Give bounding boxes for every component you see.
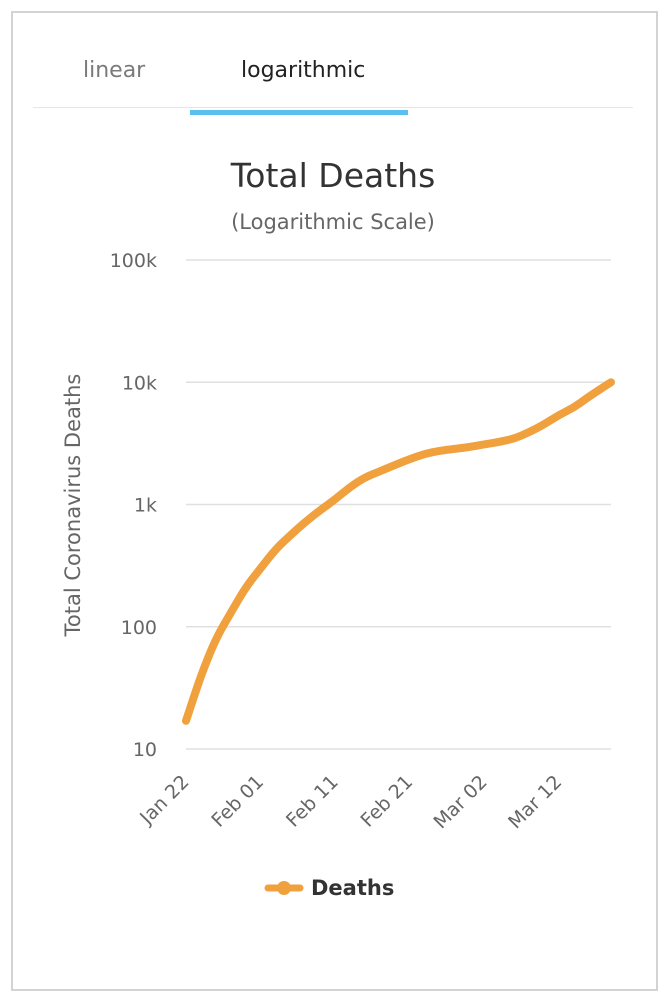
tab-linear[interactable]: linear [83,58,146,83]
x-tick-label: Feb 01 [207,771,268,832]
x-tick-label: Mar 02 [430,771,492,833]
legend-label-deaths: Deaths [311,876,394,900]
y-tick-label: 10k [122,372,157,394]
legend-marker-deaths [277,881,291,895]
y-axis-label: Total Coronavirus Deaths [61,374,85,638]
tab-logarithmic[interactable]: logarithmic [241,58,366,83]
legend[interactable]: Deaths [264,876,394,900]
x-tick-label: Feb 11 [282,771,343,832]
x-tick-label: Feb 21 [357,771,418,832]
chart-subtitle: (Logarithmic Scale) [231,210,435,234]
tabs-divider [33,107,633,108]
y-tick-label: 100 [121,617,157,639]
active-tab-indicator [190,110,408,115]
y-tick-label: 1k [134,495,157,517]
y-tick-label: 10 [133,739,157,761]
series-line-deaths[interactable] [182,378,615,725]
scale-tabs: linear logarithmic [33,50,633,110]
chart-title: Total Deaths [230,156,436,195]
x-tick-label: Jan 22 [135,771,193,829]
x-tick-label: Mar 12 [504,771,566,833]
y-tick-label: 100k [110,250,157,272]
